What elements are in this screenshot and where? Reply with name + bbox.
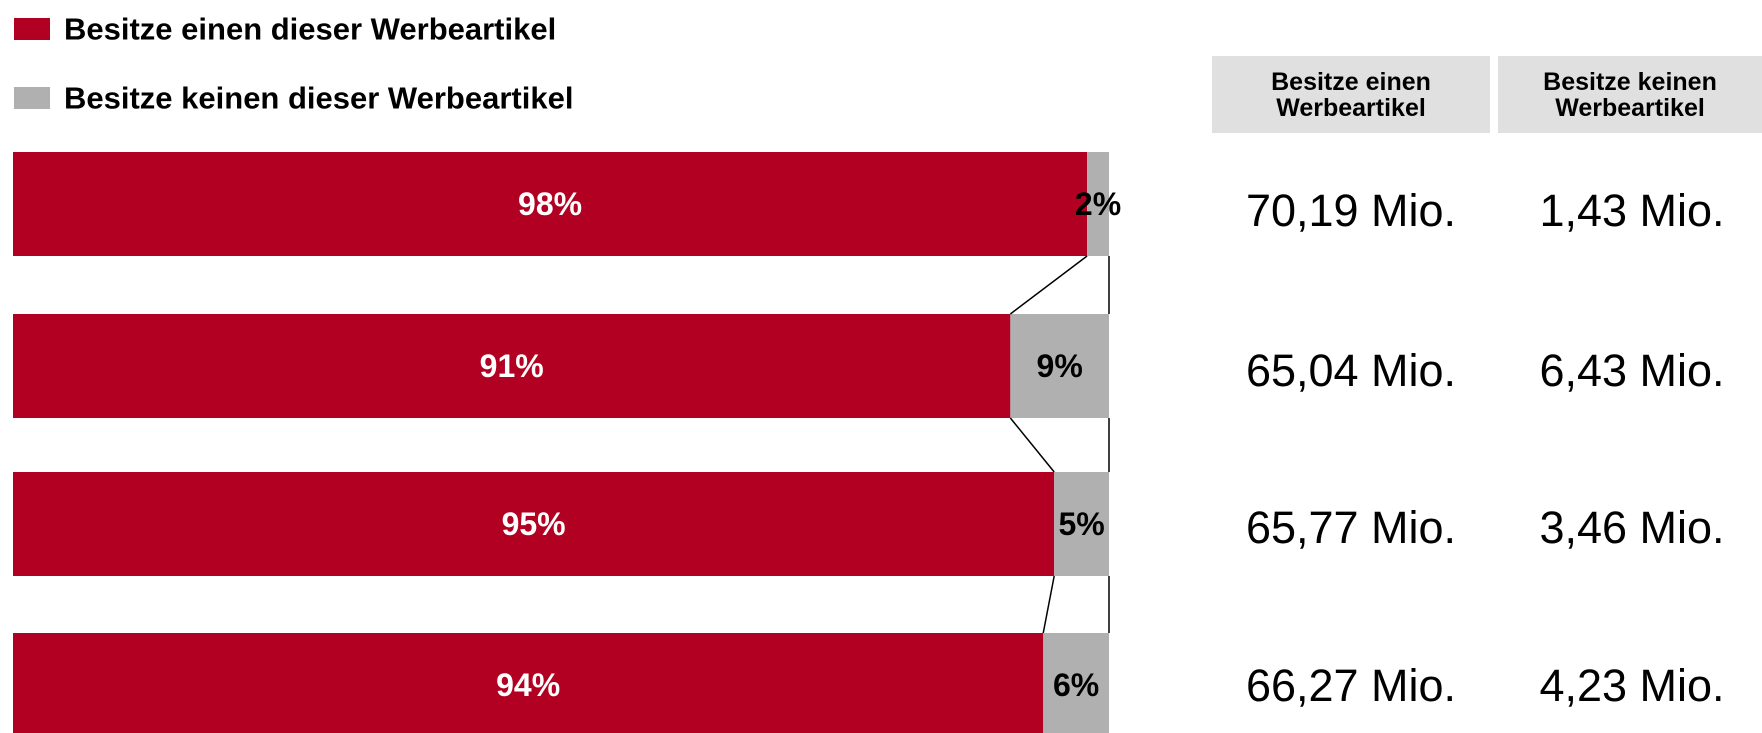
bar-segment — [1087, 152, 1109, 256]
legend-swatch — [14, 87, 50, 109]
table-cell: 70,19 Mio. — [1245, 185, 1457, 236]
table-cell: 65,04 Mio. — [1245, 345, 1457, 396]
table-cell: 3,46 Mio. — [1539, 502, 1725, 553]
table-cell: 6,43 Mio. — [1539, 345, 1725, 396]
data-label: 98% — [518, 186, 582, 222]
table-header: Besitze einen Werbeartikel — [1212, 56, 1490, 133]
data-label: 94% — [496, 667, 560, 703]
connector-line — [1009, 255, 1088, 315]
table-cell: 4,23 Mio. — [1539, 660, 1725, 711]
bar-segment — [1054, 472, 1109, 576]
bar-segment — [13, 152, 1088, 256]
legend-label: Besitze keinen dieser Werbeartikel — [64, 81, 573, 116]
data-label: 91% — [480, 348, 544, 384]
data-label: 9% — [1037, 348, 1083, 384]
bar-segment — [1010, 314, 1109, 418]
bar-segment — [13, 314, 1011, 418]
data-label: 2% — [1075, 186, 1121, 222]
data-label: 6% — [1053, 667, 1099, 703]
bar-segment — [13, 472, 1055, 576]
data-label: 5% — [1058, 506, 1104, 542]
connector-line — [1042, 575, 1055, 634]
legend-swatch — [14, 18, 50, 40]
legend-label: Besitze einen dieser Werbeartikel — [64, 12, 556, 47]
bar-segment — [1043, 633, 1109, 733]
table-header: Besitze keinen Werbeartikel — [1498, 56, 1762, 133]
connector-line — [1009, 417, 1055, 473]
bar-segment — [13, 633, 1044, 733]
data-label: 95% — [502, 506, 566, 542]
table-cell: 1,43 Mio. — [1539, 185, 1725, 236]
table-cell: 65,77 Mio. — [1245, 502, 1457, 553]
table-cell: 66,27 Mio. — [1245, 660, 1457, 711]
